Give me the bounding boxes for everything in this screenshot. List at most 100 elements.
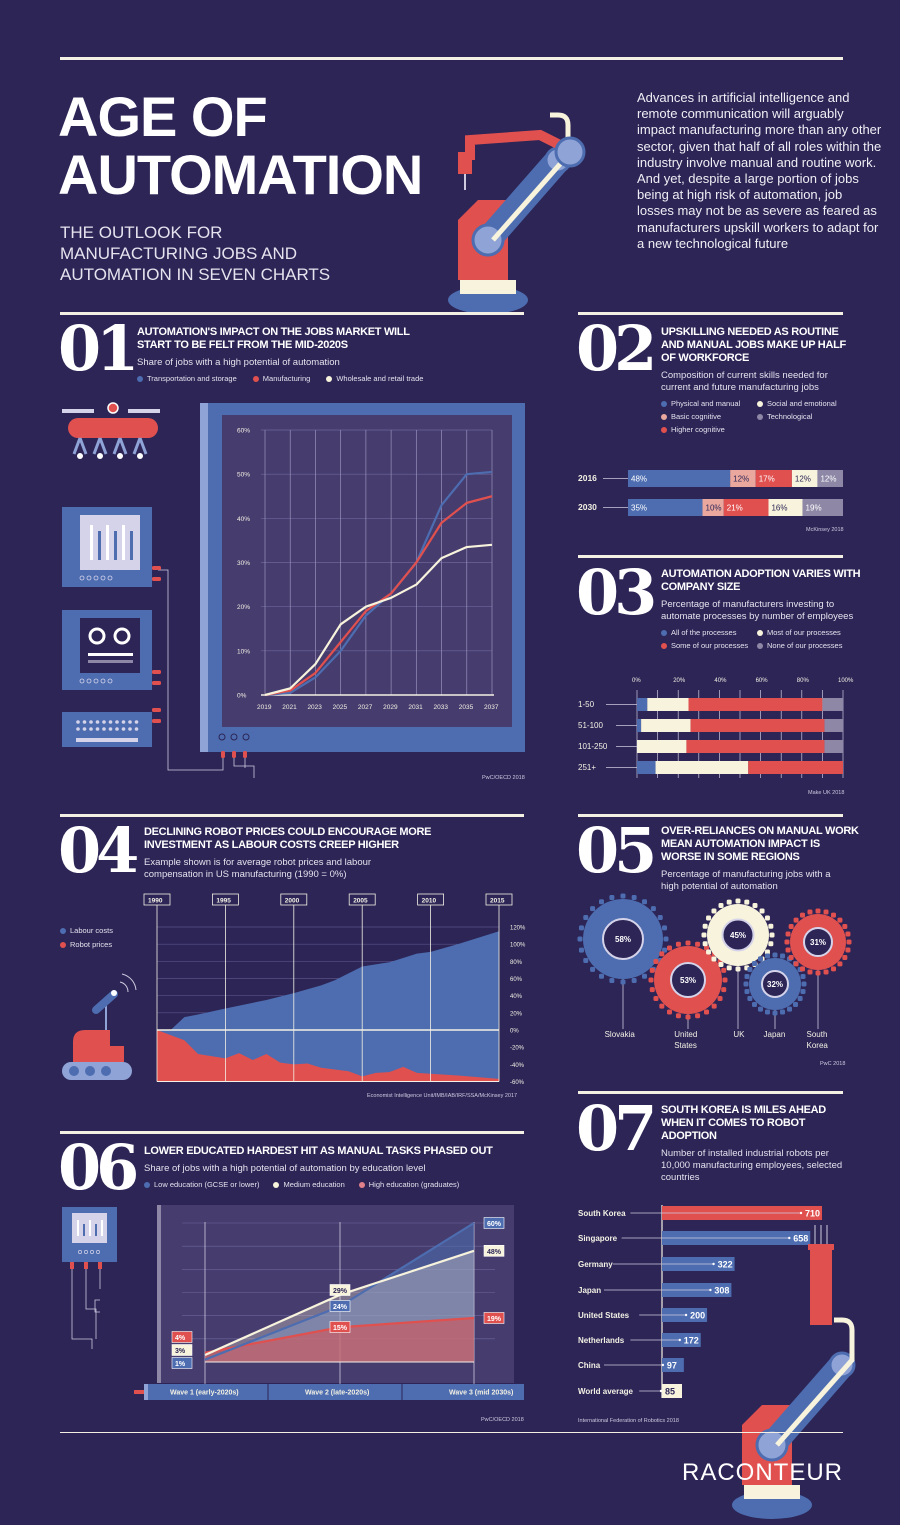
- gear-tooth: [711, 908, 717, 914]
- section-title-07: SOUTH KOREA IS MILES AHEAD WHEN IT COMES…: [661, 1104, 826, 1142]
- gear-tooth: [744, 973, 750, 979]
- gear-tooth: [685, 940, 691, 946]
- stacked-segment: [768, 499, 803, 516]
- gear-tooth: [695, 941, 701, 947]
- monitor-button-icon: [242, 733, 250, 741]
- section-header-01: AUTOMATION'S IMPACT ON THE JOBS MARKET W…: [137, 326, 522, 384]
- legend-label: Technological: [767, 412, 813, 421]
- bar-world-average: [662, 1384, 682, 1398]
- y-tick-label: 40%: [237, 516, 250, 523]
- x-tick-label: 2037: [484, 704, 499, 711]
- key-icon: [108, 727, 113, 731]
- stacked-segment: [637, 761, 656, 774]
- title-line-2: AUTOMATION: [58, 143, 423, 206]
- legend-02: Physical and manual Social and emotional…: [661, 399, 861, 435]
- key-icon: [82, 720, 87, 724]
- robot-arm-segment: [475, 147, 571, 253]
- gear-hub: [803, 927, 833, 957]
- dot: [684, 1313, 688, 1317]
- stacked-segment: [641, 719, 691, 732]
- legend-item: High education (graduates): [358, 1180, 460, 1190]
- wave-label: Wave 1 (early-2020s): [170, 1390, 239, 1397]
- plug-icon: [152, 681, 161, 685]
- value-label: 1%: [175, 1361, 186, 1368]
- joint-icon: [828, 1351, 856, 1379]
- gear-tooth: [793, 917, 799, 923]
- segment-label: 19%: [806, 504, 822, 513]
- gear-tooth: [609, 894, 615, 900]
- legend-item: Low education (GCSE or lower): [144, 1180, 259, 1190]
- gear-tooth: [578, 947, 584, 953]
- gripper-claw: [92, 437, 108, 455]
- gear-tooth: [780, 1009, 786, 1015]
- value-label: 45%: [730, 931, 746, 940]
- segment-label: 10%: [706, 504, 722, 513]
- legend-label: Low education (GCSE or lower): [154, 1180, 260, 1189]
- gear-tooth: [578, 925, 584, 931]
- value-label: 48%: [487, 1249, 502, 1256]
- bar-icon: [98, 531, 101, 560]
- rover-camera: [92, 990, 118, 1014]
- gripper-claw: [112, 437, 128, 455]
- gear-tooth: [704, 945, 709, 951]
- key-icon: [128, 727, 132, 731]
- value-label: 85: [665, 1387, 675, 1397]
- source-02: McKinsey 2018: [806, 527, 844, 533]
- gear-tooth: [663, 936, 669, 942]
- dot: [709, 1288, 712, 1292]
- gear-tooth: [675, 941, 681, 947]
- gear-tooth: [711, 956, 717, 962]
- gear-tooth: [609, 978, 615, 984]
- divider: [60, 1432, 843, 1433]
- source-03: Make UK 2018: [808, 790, 845, 796]
- x-tick-label: 100%: [838, 678, 854, 684]
- gear-tooth: [758, 956, 763, 962]
- gear-hub: [761, 970, 789, 998]
- gear-tooth: [807, 969, 813, 975]
- section-title-06: LOWER EDUCATED HARDEST HIT AS MANUAL TAS…: [144, 1145, 493, 1157]
- indicator-icon: [86, 575, 92, 581]
- value-badge: [483, 1245, 505, 1257]
- bar-icon: [95, 1224, 97, 1236]
- bar-china: [662, 1358, 684, 1372]
- legend-item: Basic cognitive: [661, 412, 757, 422]
- gear-tooth: [650, 906, 656, 912]
- stacked-segment: [688, 698, 823, 711]
- legend-label: Most of our processes: [767, 628, 841, 637]
- legend-label: Social and emotional: [767, 399, 837, 408]
- legend-label: Robot prices: [70, 940, 113, 949]
- gear-tooth: [744, 899, 750, 905]
- gear-tooth: [837, 961, 843, 967]
- legend-label: Some of our processes: [671, 641, 749, 650]
- gear-tooth: [583, 915, 589, 920]
- bar-netherlands: [662, 1333, 701, 1347]
- raconteur-logo[interactable]: RACONTEUR: [682, 1459, 844, 1486]
- x-tick-label: 2023: [307, 704, 322, 711]
- segment-label: 48%: [631, 475, 647, 484]
- stacked-segment: [637, 719, 642, 732]
- gear-tooth: [764, 1009, 770, 1015]
- y-tick-label: 0%: [510, 1029, 519, 1035]
- stacked-segment: [647, 698, 689, 711]
- segment-label: 12%: [733, 475, 749, 484]
- key-icon: [89, 727, 93, 731]
- gear-tooth: [788, 924, 794, 929]
- category-label: Japan: [764, 1030, 786, 1039]
- robot-wrist: [808, 1244, 834, 1250]
- gear-tooth: [772, 1010, 778, 1016]
- stacked-segment: [824, 719, 843, 732]
- stacked-segment: [628, 499, 703, 516]
- category-label: UK: [733, 1030, 745, 1039]
- key-icon: [134, 720, 139, 724]
- line-icon: [88, 653, 133, 656]
- y-tick-label: 60%: [237, 428, 250, 435]
- plug-icon: [98, 1262, 102, 1269]
- stacked-segment: [690, 719, 825, 732]
- legend-label: High education (graduates): [368, 1180, 460, 1189]
- gear-tooth: [717, 996, 723, 1001]
- gear-tooth: [706, 949, 712, 955]
- gear-tooth: [768, 923, 774, 929]
- divider: [60, 1131, 524, 1134]
- x-tick-label: 2033: [434, 704, 449, 711]
